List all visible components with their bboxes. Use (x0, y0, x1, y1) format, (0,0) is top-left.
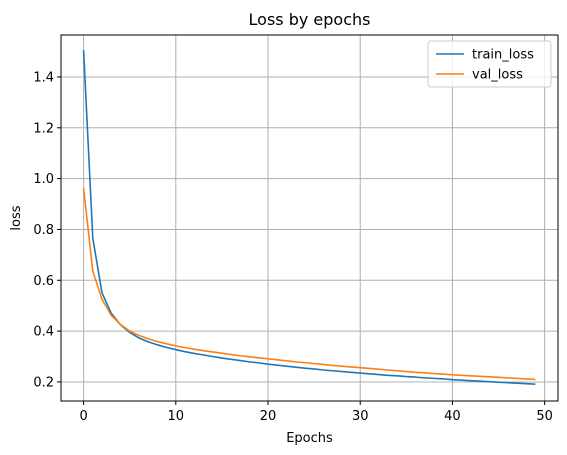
x-tick-label: 50 (536, 409, 553, 424)
legend-box (427, 40, 552, 88)
series-lines (82, 50, 536, 386)
y-tick-label: 0.4 (33, 325, 54, 340)
axis-ticks: 0 10 20 30 40 50 0.2 0.4 0.6 0.8 1.0 1.2 1.4 (33, 70, 553, 424)
legend-label: val_loss (472, 68, 523, 83)
x-tick-label: 40 (444, 409, 461, 424)
y-tick-label: 1.0 (33, 172, 54, 187)
x-tick-label: 30 (352, 409, 369, 424)
y-tick-label: 1.4 (33, 70, 54, 85)
y-axis-label: loss (9, 205, 24, 230)
x-tick-label: 10 (168, 409, 185, 424)
series-line-train-loss (82, 50, 536, 386)
x-tick-label: 20 (260, 409, 277, 424)
y-tick-label: 0.8 (33, 223, 54, 238)
x-axis-label: Epochs (286, 431, 333, 446)
y-tick-label: 1.2 (33, 121, 54, 136)
chart-title: Loss by epochs (249, 10, 371, 29)
grid-lines (61, 35, 558, 401)
x-tick-label: 0 (79, 409, 87, 424)
plot-area-frame (60, 34, 559, 402)
series-line-val-loss (82, 188, 536, 381)
y-tick-label: 0.2 (33, 375, 54, 390)
legend-label: train_loss (472, 48, 534, 63)
legend: train_loss val_loss (427, 40, 552, 88)
y-tick-label: 0.6 (33, 274, 54, 289)
